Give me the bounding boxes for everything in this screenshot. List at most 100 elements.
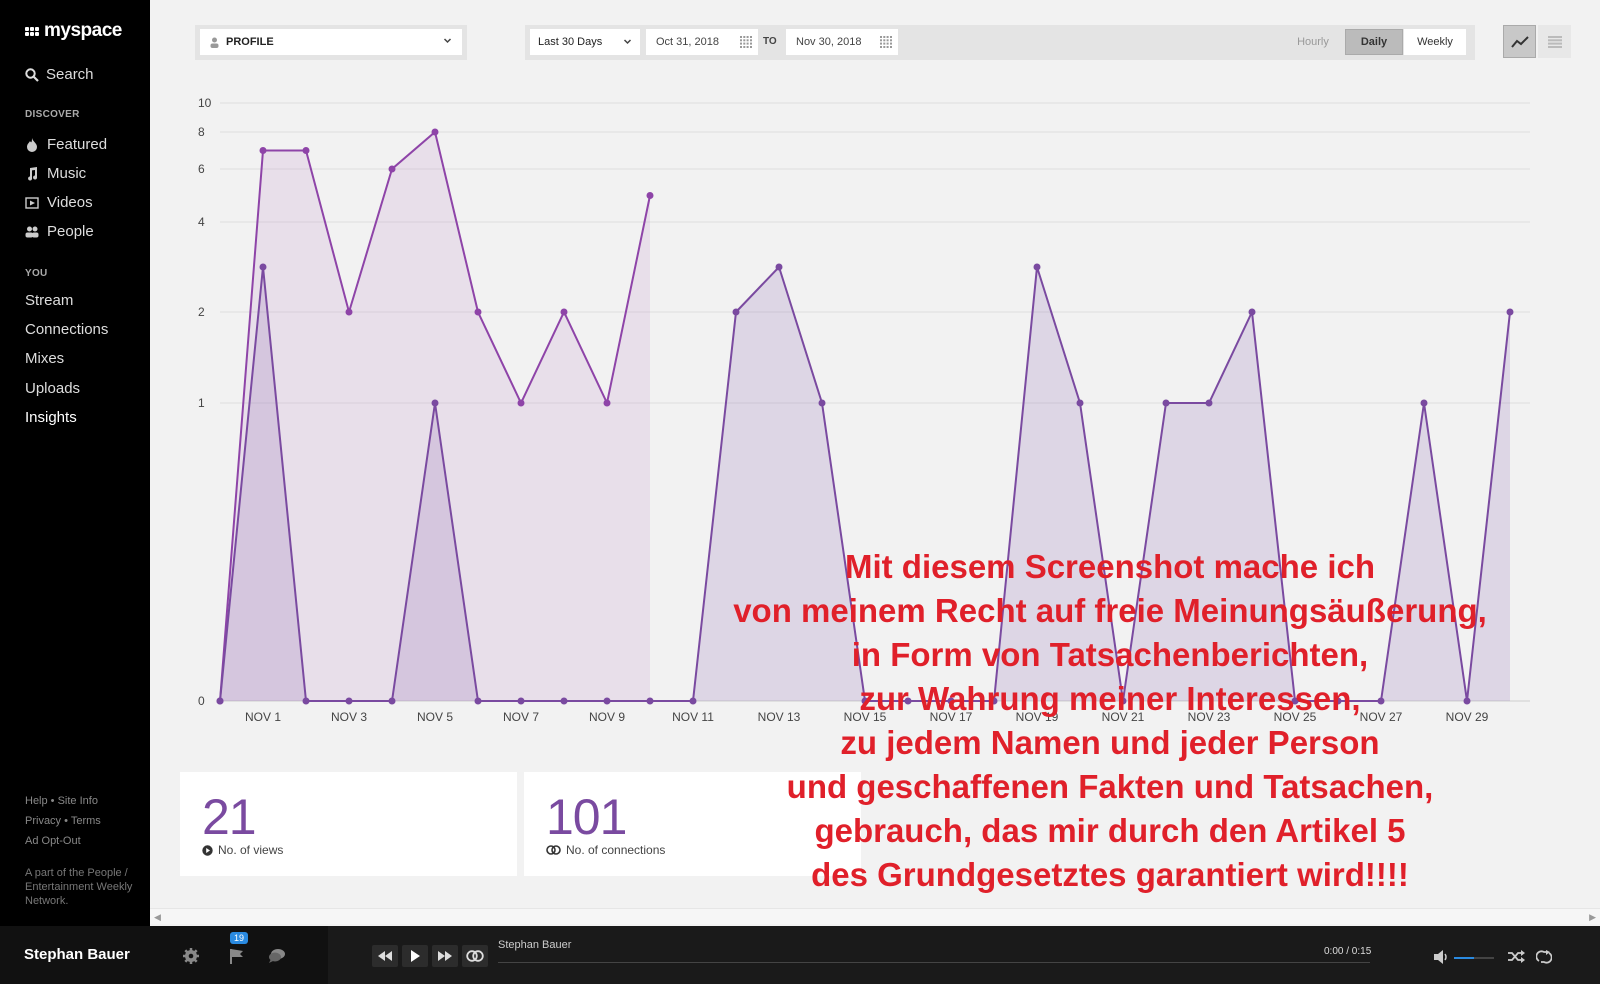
sidebar-item-insights[interactable]: Insights — [25, 409, 77, 426]
sidebar-item-label: Music — [47, 165, 87, 182]
series-area — [220, 267, 1510, 701]
privacy-link[interactable]: Privacy — [25, 815, 62, 827]
sidebar-item-uploads[interactable]: Uploads — [25, 380, 80, 397]
data-point — [560, 308, 568, 316]
help-link[interactable]: Help — [25, 795, 48, 807]
sidebar-item-people[interactable]: People — [25, 223, 94, 240]
data-point — [345, 308, 353, 316]
data-point — [560, 697, 568, 705]
sidebar-item-stream[interactable]: Stream — [25, 292, 73, 309]
data-point — [603, 697, 611, 705]
sidebar-item-music[interactable]: Music — [25, 165, 86, 182]
sidebar-item-mixes[interactable]: Mixes — [25, 350, 64, 367]
repeat-icon[interactable] — [1536, 950, 1552, 964]
player-user-name[interactable]: Stephan Bauer — [24, 946, 130, 963]
terms-link[interactable]: Terms — [70, 815, 101, 827]
x-tick-label: NOV 21 — [1102, 710, 1145, 724]
calendar-icon[interactable] — [740, 36, 752, 48]
calendar-icon[interactable] — [880, 36, 892, 48]
flame-icon — [25, 137, 39, 152]
x-tick-label: NOV 13 — [758, 710, 801, 724]
data-point — [1291, 697, 1299, 705]
play-button[interactable] — [402, 945, 428, 967]
date-to-input[interactable]: Nov 30, 2018 — [786, 29, 898, 55]
x-tick-label: NOV 25 — [1274, 710, 1317, 724]
footer-links-row-1: Help • Site Info — [25, 795, 98, 807]
chat-icon[interactable] — [268, 948, 286, 964]
media-player-bar: Stephan Bauer 19 Stephan Bauer 0:00 / 0:… — [0, 926, 1600, 984]
sidebar-item-featured[interactable]: Featured — [25, 136, 107, 153]
rewind-button[interactable] — [372, 945, 398, 967]
footer-links-row-3: Ad Opt-Out — [25, 835, 81, 847]
granularity-hourly-button[interactable]: Hourly — [1297, 36, 1329, 48]
myspace-logo[interactable]: myspace — [25, 20, 122, 42]
x-tick-label: NOV 23 — [1188, 710, 1231, 724]
data-point — [431, 399, 439, 407]
x-tick-label: NOV 17 — [930, 710, 973, 724]
annotation-line: des Grundgesetztes garantiert wird!!!! — [811, 856, 1409, 893]
data-point — [1205, 399, 1213, 407]
volume-slider[interactable] — [1454, 957, 1494, 959]
shuffle-icon[interactable] — [1508, 950, 1525, 963]
ad-opt-out-link[interactable]: Ad Opt-Out — [25, 835, 81, 847]
sidebar-item-label: Connections — [25, 321, 109, 338]
sidebar-item-label: Videos — [47, 194, 93, 211]
scroll-right-arrow-icon[interactable]: ▶ — [1589, 912, 1596, 922]
data-point — [947, 697, 955, 705]
data-point — [1033, 263, 1041, 271]
flag-icon[interactable] — [228, 948, 246, 964]
fast-forward-button[interactable] — [432, 945, 458, 967]
data-point — [259, 147, 267, 154]
range-select[interactable]: Last 30 Days — [530, 29, 640, 55]
to-label: TO — [763, 36, 777, 47]
date-from-value: Oct 31, 2018 — [656, 36, 719, 48]
site-info-link[interactable]: Site Info — [57, 795, 98, 807]
x-tick-label: NOV 15 — [844, 710, 887, 724]
y-tick-label: 6 — [198, 162, 205, 176]
data-point — [904, 697, 912, 705]
data-point — [1506, 308, 1514, 316]
profile-select[interactable]: PROFILE — [200, 29, 462, 55]
sidebar-item-videos[interactable]: Videos — [25, 194, 93, 211]
data-point — [775, 263, 783, 271]
profile-select-value: PROFILE — [226, 36, 274, 48]
track-title[interactable]: Stephan Bauer — [498, 939, 572, 951]
data-point — [1076, 399, 1084, 407]
data-point — [517, 399, 525, 407]
volume-level — [1454, 957, 1474, 959]
x-tick-label: NOV 29 — [1446, 710, 1489, 724]
granularity-daily-button[interactable]: Daily — [1345, 29, 1403, 55]
list-view-button[interactable] — [1538, 25, 1571, 58]
data-point — [603, 399, 611, 407]
views-label-row: No. of views — [202, 843, 283, 857]
connections-stat-card: 101 No. of connections — [524, 772, 861, 876]
line-chart-view-button[interactable] — [1503, 25, 1536, 58]
data-point — [1420, 399, 1428, 407]
x-tick-label: NOV 3 — [331, 710, 367, 724]
volume-icon[interactable] — [1434, 950, 1450, 964]
data-point — [689, 697, 697, 705]
x-tick-label: NOV 11 — [672, 710, 714, 724]
annotation-line: Mit diesem Screenshot mache ich — [844, 548, 1375, 585]
granularity-weekly-button[interactable]: Weekly — [1404, 29, 1466, 55]
insights-chart: 0 1 2 4 6 8 10 NOV 1 NOV 3 NOV 5 NOV 7 NOV 9 NOV 11 N… — [198, 96, 1530, 724]
sidebar-item-label: Featured — [47, 136, 108, 153]
sidebar-item-connections[interactable]: Connections — [25, 321, 108, 338]
connect-button[interactable] — [462, 945, 488, 967]
sidebar: myspace Search DISCOVER Featured Music V… — [0, 0, 150, 926]
data-point — [1377, 697, 1385, 705]
person-icon — [210, 37, 219, 48]
data-point — [732, 308, 740, 316]
notification-badge: 19 — [230, 932, 249, 944]
horizontal-scrollbar[interactable]: ◀ ▶ — [150, 908, 1600, 924]
gear-icon[interactable] — [182, 948, 200, 964]
x-tick-label: NOV 9 — [589, 710, 625, 724]
scroll-left-arrow-icon[interactable]: ◀ — [154, 912, 161, 922]
track-progress-bar[interactable] — [498, 962, 1370, 963]
sidebar-search[interactable]: Search — [25, 66, 94, 83]
data-point — [431, 128, 439, 136]
date-from-input[interactable]: Oct 31, 2018 — [646, 29, 758, 55]
annotation-line: von meinem Recht auf freie Meinungsäußer… — [733, 592, 1487, 629]
chevron-down-icon — [443, 38, 452, 44]
rewind-icon — [378, 951, 392, 961]
